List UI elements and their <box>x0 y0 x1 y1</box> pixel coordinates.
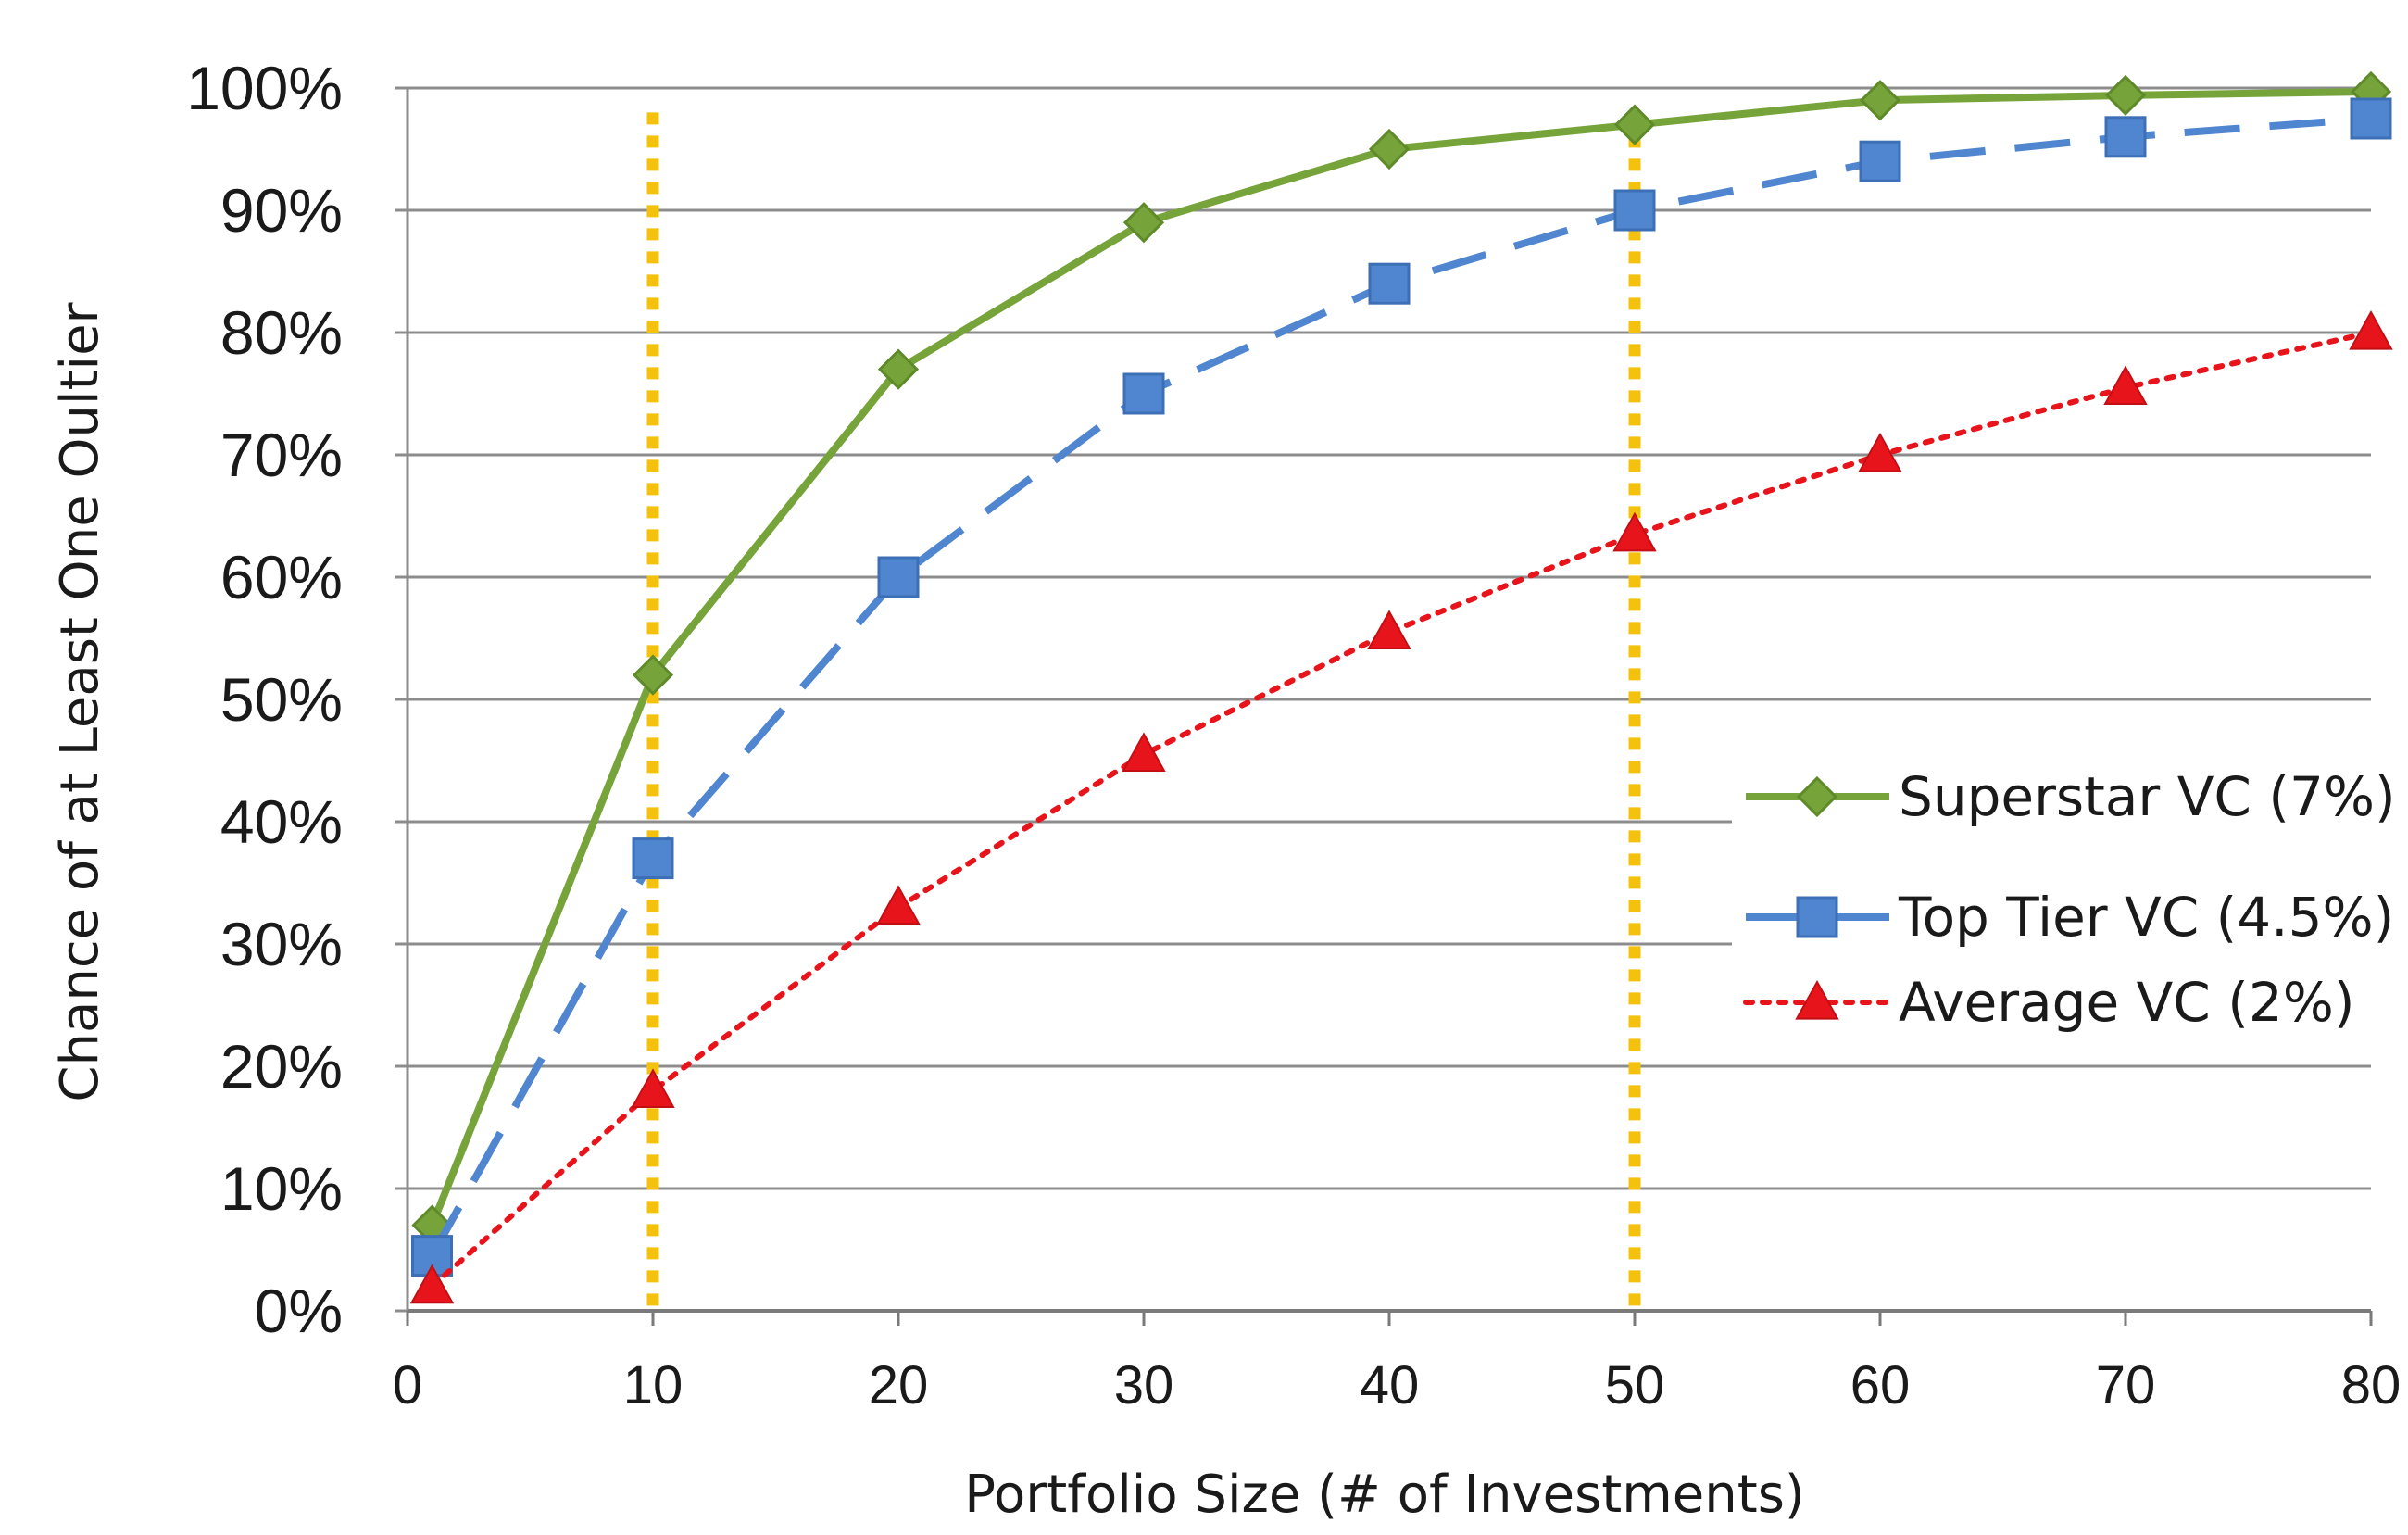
x-tick-label-3: 30 <box>1114 1355 1174 1415</box>
x-tick-label-0: 0 <box>393 1355 422 1415</box>
legend-item-top-tier-vc-4-5: Top Tier VC (4.5%) <box>1746 886 2394 949</box>
y-tick-label-8: 80% <box>220 298 343 367</box>
y-tick-label-9: 90% <box>220 176 343 245</box>
data-point-average-vc-2-0 <box>409 1264 455 1304</box>
data-point-average-vc-2-7 <box>2103 365 2148 405</box>
legend-label-average-vc-2: Average VC (2%) <box>1899 971 2355 1034</box>
x-tick-labels: 0 10 20 30 40 50 60 70 80 <box>393 1355 2401 1415</box>
data-point-superstar-vc-7-5 <box>1613 104 1656 145</box>
data-point-top-tier-vc-4-5-1 <box>632 837 674 880</box>
x-tick-label-7: 70 <box>2096 1355 2156 1415</box>
data-point-top-tier-vc-4-5-6 <box>1859 140 1901 182</box>
data-point-top-tier-vc-4-5-3 <box>1122 372 1165 415</box>
data-point-average-vc-2-6 <box>1858 432 1902 472</box>
data-point-average-vc-2-3 <box>1122 732 1166 772</box>
y-tick-label-2: 20% <box>220 1032 343 1101</box>
data-point-top-tier-vc-4-5-2 <box>877 556 920 598</box>
data-point-superstar-vc-7-6 <box>1859 80 1901 121</box>
y-axis-title: Chance of at Least One Oultier <box>50 301 110 1101</box>
series-top-tier-vc-4-5 <box>411 97 2392 1277</box>
data-point-average-vc-2-4 <box>1367 610 1411 649</box>
data-point-top-tier-vc-4-5-8 <box>2350 97 2392 140</box>
legend-label-top-tier-vc-4-5: Top Tier VC (4.5%) <box>1898 886 2394 949</box>
y-tick-label-7: 70% <box>220 421 343 489</box>
legend-item-superstar-vc-7: Superstar VC (7%) <box>1746 765 2396 828</box>
data-point-superstar-vc-7-4 <box>1368 128 1411 170</box>
legend-marker-superstar-vc-7 <box>1796 775 1838 818</box>
data-point-average-vc-2-5 <box>1612 511 1657 552</box>
legend-marker-top-tier-vc-4-5 <box>1796 896 1838 938</box>
data-point-average-vc-2-8 <box>2349 309 2393 350</box>
data-point-superstar-vc-7-1 <box>632 654 674 696</box>
y-tick-labels: 0% 10% 20% 30% 40% 50% 60% 70% 80% 90% 100% <box>186 54 343 1345</box>
data-point-average-vc-2-1 <box>631 1068 675 1108</box>
y-tick-label-10: 100% <box>186 54 343 122</box>
data-point-superstar-vc-7-3 <box>1122 202 1165 244</box>
reference-lines <box>646 112 1641 1311</box>
x-tick-label-6: 60 <box>1850 1355 1911 1415</box>
legend: Superstar VC (7%) Top Tier VC (4.5%) Avera… <box>1732 746 2396 1051</box>
y-tick-label-4: 40% <box>220 787 343 856</box>
series-layer <box>409 70 2393 1304</box>
series-line-superstar-vc-7 <box>428 87 2372 1227</box>
data-point-top-tier-vc-4-5-5 <box>1613 189 1656 232</box>
data-point-top-tier-vc-4-5-7 <box>2104 116 2147 158</box>
series-superstar-vc-7 <box>411 70 2392 1246</box>
axis-layer <box>395 86 2373 1326</box>
y-tick-label-0: 0% <box>255 1277 343 1345</box>
y-tick-label-5: 50% <box>220 665 343 734</box>
x-tick-label-8: 80 <box>2341 1355 2402 1415</box>
x-tick-label-5: 50 <box>1605 1355 1665 1415</box>
legend-item-average-vc-2: Average VC (2%) <box>1743 971 2355 1034</box>
y-tick-label-6: 60% <box>220 543 343 611</box>
x-tick-label-4: 40 <box>1360 1355 1420 1415</box>
data-point-average-vc-2-2 <box>876 885 921 925</box>
data-point-top-tier-vc-4-5-4 <box>1368 262 1411 305</box>
data-point-superstar-vc-7-2 <box>877 348 920 390</box>
legend-marker-average-vc-2 <box>1795 979 1839 1020</box>
y-tick-label-1: 10% <box>220 1154 343 1223</box>
series-average-vc-2 <box>409 309 2393 1304</box>
x-tick-label-2: 20 <box>869 1355 929 1415</box>
data-point-superstar-vc-7-7 <box>2104 74 2147 117</box>
y-tick-label-3: 30% <box>220 910 343 978</box>
x-axis-title: Portfolio Size (# of Investments) <box>964 1465 1804 1525</box>
x-tick-label-1: 10 <box>623 1355 684 1415</box>
legend-label-superstar-vc-7: Superstar VC (7%) <box>1899 765 2396 828</box>
